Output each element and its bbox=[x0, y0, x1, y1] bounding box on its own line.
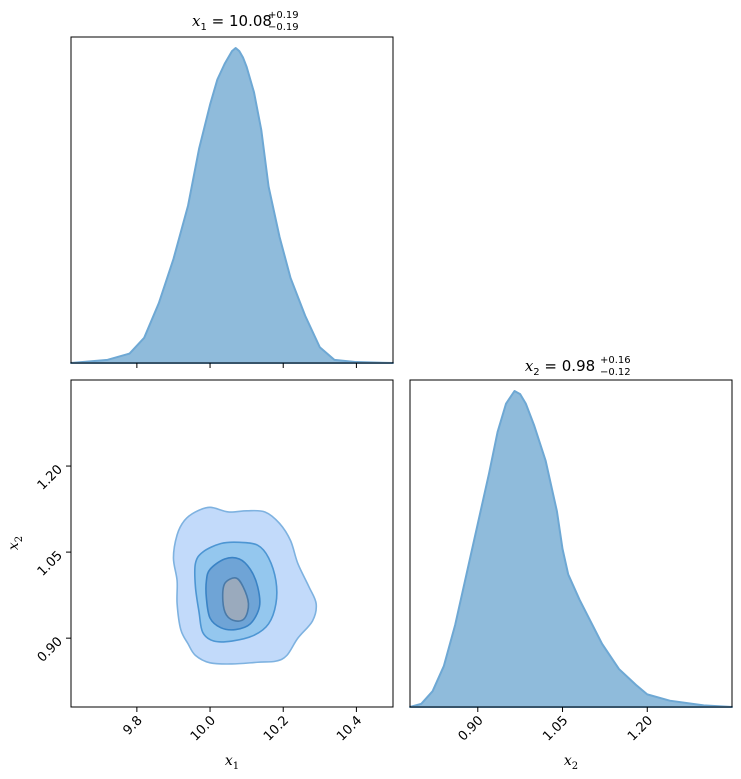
x1-marginal-ticks bbox=[136, 363, 357, 368]
joint-x-tick-label: 10.0 bbox=[188, 713, 219, 744]
x1-title-value: 10.08 bbox=[229, 12, 272, 30]
x1-density-area bbox=[70, 47, 394, 364]
x2-marginal-ticks: 0.90 1.05 1.20 bbox=[456, 707, 656, 744]
x1-title-minus: −0.19 bbox=[268, 22, 299, 33]
x2-xlabel-var: x bbox=[564, 753, 572, 769]
x1-title-sub: 1 bbox=[201, 22, 207, 33]
joint-x-tick-label: 9.8 bbox=[120, 713, 145, 738]
joint-ylabel-sub: 2 bbox=[14, 536, 25, 542]
joint-y-tick-label: 0.90 bbox=[35, 634, 66, 665]
x2-xlabel-sub: 2 bbox=[572, 761, 578, 772]
x1-title-var: x bbox=[192, 12, 201, 30]
joint-contours bbox=[172, 506, 318, 665]
x2-title-plus: +0.16 bbox=[600, 355, 631, 366]
x1-marginal-frame bbox=[70, 36, 394, 364]
joint-ylabel: x2 bbox=[6, 536, 25, 550]
joint-y-tick-label: 1.05 bbox=[35, 548, 66, 579]
joint-y-ticks: 0.90 1.05 1.20 bbox=[35, 462, 71, 665]
x2-title-value: 0.98 bbox=[562, 357, 595, 375]
x2-xlabel: x2 bbox=[564, 753, 578, 772]
x2-title-var: x bbox=[525, 357, 534, 375]
x2-tick-label: 1.05 bbox=[540, 713, 571, 744]
panel-x1-marginal: x1 = 10.08 +0.19 −0.19 bbox=[70, 10, 394, 368]
joint-xlabel: x1 bbox=[225, 753, 239, 772]
joint-x-tick-label: 10.2 bbox=[261, 713, 292, 744]
contour-level-4 bbox=[221, 577, 250, 622]
panel-x2-marginal: x2 = 0.98 +0.16 −0.12 0.90 1.05 1.20 x2 bbox=[409, 355, 733, 772]
x2-tick-label: 0.90 bbox=[456, 713, 487, 744]
density-curve bbox=[409, 390, 733, 708]
joint-frame bbox=[70, 379, 394, 708]
joint-xlabel-sub: 1 bbox=[233, 761, 239, 772]
x2-title: x2 = 0.98 bbox=[525, 357, 595, 378]
x1-title: x1 = 10.08 bbox=[192, 12, 272, 33]
x2-title-sub: 2 bbox=[533, 367, 539, 378]
joint-x-ticks: 9.8 10.0 10.2 10.4 bbox=[120, 707, 365, 744]
x2-tick-label: 1.20 bbox=[625, 713, 656, 744]
density-curve bbox=[70, 47, 394, 364]
joint-y-tick-label: 1.20 bbox=[35, 462, 66, 493]
x2-density-area bbox=[409, 390, 733, 708]
x2-title-minus: −0.12 bbox=[600, 367, 631, 378]
joint-x-tick-label: 10.4 bbox=[334, 713, 365, 744]
x2-marginal-frame bbox=[409, 379, 733, 708]
joint-ylabel-var: x bbox=[6, 542, 22, 550]
x1-title-plus: +0.19 bbox=[268, 10, 299, 21]
panel-joint: 9.8 10.0 10.2 10.4 0.901.051.20 x1 x2 bbox=[6, 379, 394, 772]
joint-xlabel-var: x bbox=[225, 753, 233, 769]
